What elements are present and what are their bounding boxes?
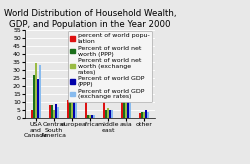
Bar (33, 75, 35, 118)
Bar (123, 70, 125, 118)
Bar (127, 68, 129, 118)
Bar (107, 108, 109, 118)
Bar (145, 110, 147, 118)
Bar (89, 115, 91, 118)
Bar (85, 100, 87, 118)
Bar (67, 100, 69, 118)
Bar (51, 105, 53, 118)
Bar (49, 105, 51, 118)
Bar (55, 104, 57, 118)
Bar (105, 110, 107, 118)
Bar (143, 112, 145, 118)
Bar (147, 112, 149, 118)
Bar (57, 107, 59, 118)
Bar (71, 70, 73, 118)
Bar (87, 115, 89, 118)
Bar (53, 110, 55, 118)
Bar (103, 102, 105, 118)
Bar (139, 113, 141, 118)
Bar (141, 112, 143, 118)
Bar (75, 75, 77, 118)
Bar (111, 110, 113, 118)
Bar (129, 79, 131, 118)
Bar (73, 81, 75, 118)
Bar (109, 110, 111, 118)
Legend: percent of world popu-
lation, Percent of world net
worth (PPP), Percent of worl: percent of world popu- lation, Percent o… (68, 31, 152, 102)
Bar (37, 79, 39, 118)
Bar (69, 75, 71, 118)
Bar (91, 115, 93, 118)
Bar (39, 65, 41, 118)
Bar (35, 63, 37, 118)
Bar (125, 78, 127, 118)
Bar (121, 34, 123, 118)
Title: World Distribution of Household Wealth,
GDP, and Population in the Year 2000: World Distribution of Household Wealth, … (4, 9, 176, 29)
Bar (93, 115, 95, 118)
Bar (31, 110, 33, 118)
